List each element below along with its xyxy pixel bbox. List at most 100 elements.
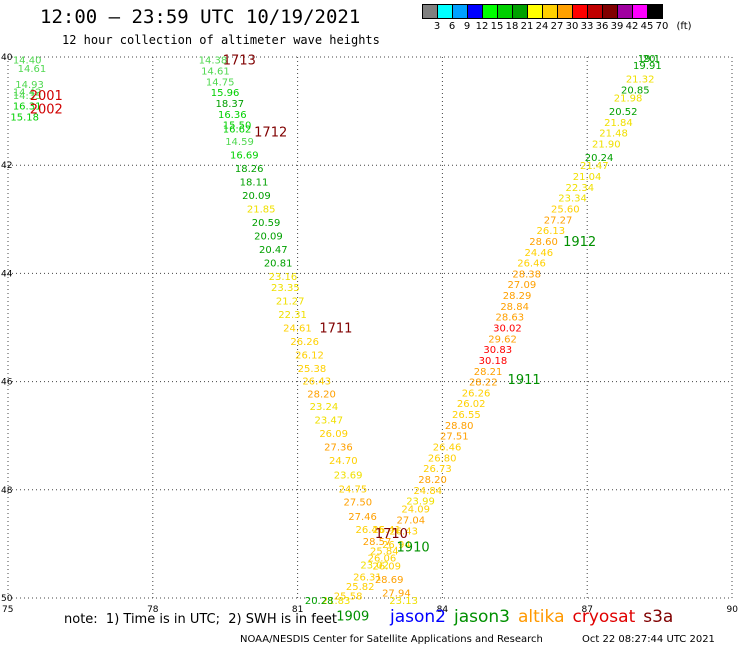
- wave-height-value: 28.22: [469, 378, 498, 389]
- wave-height-value: 26.46: [433, 443, 462, 454]
- color-scale-swatches: [422, 4, 740, 19]
- wave-height-value: 28.20: [307, 390, 336, 401]
- chart-title: 12:00 – 23:59 UTC 10/19/2021: [40, 6, 361, 28]
- wave-height-value: 26.94: [382, 540, 411, 551]
- wave-height-points: 14.4014.6114.9314.4214.3316.3115.1814.38…: [10, 54, 661, 607]
- color-swatch: [422, 4, 438, 19]
- color-scale-label: 42: [625, 21, 639, 32]
- wave-height-value: 21.90: [592, 140, 621, 151]
- wave-height-value: 26.80: [428, 453, 457, 464]
- color-scale-label: 45: [640, 21, 654, 32]
- wave-height-value: 15.50: [223, 121, 252, 132]
- wave-height-value: 28.80: [445, 421, 474, 432]
- chart-subtitle: 12 hour collection of altimeter wave hei…: [62, 33, 380, 47]
- wave-height-value: 26.43: [302, 377, 331, 388]
- wave-height-value: 30.18: [479, 356, 508, 367]
- track-id-label: 1909: [336, 609, 369, 624]
- color-swatch: [512, 4, 528, 19]
- color-scale-label: 30: [565, 21, 579, 32]
- wave-height-value: 28.60: [529, 237, 558, 248]
- track-id-label: 1713: [223, 54, 256, 69]
- wave-height-value: 26.13: [537, 226, 566, 237]
- wave-height-value: 26.09: [372, 562, 401, 573]
- wave-height-value: 26.09: [319, 429, 348, 440]
- wave-height-value: 20.47: [259, 245, 288, 256]
- color-swatch: [632, 4, 648, 19]
- wave-height-value: 23.24: [310, 402, 339, 413]
- wave-height-value: 26.43: [389, 526, 418, 537]
- wave-height-value: 14.61: [201, 67, 230, 78]
- color-swatch: [482, 4, 498, 19]
- color-swatch: [437, 4, 453, 19]
- axis-tick-labels: 75 78 81 84 87 90 40 42 44 46 48 50: [1, 53, 738, 615]
- wave-height-value: 30.83: [483, 345, 512, 356]
- wave-height-value: 20.24: [585, 153, 614, 164]
- wave-height-value: 25.38: [298, 364, 327, 375]
- wave-height-value: 26.73: [423, 464, 452, 475]
- wave-height-value: 14.42: [13, 88, 42, 99]
- track-id-label: 1710: [375, 527, 408, 542]
- wave-height-value: 14.38: [199, 56, 228, 67]
- wave-height-value: 28.57: [363, 537, 392, 548]
- color-swatch: [527, 4, 543, 19]
- wave-height-value: 28.63: [495, 313, 524, 324]
- wave-height-value: 22.31: [278, 310, 307, 321]
- color-scale-label: 9: [463, 21, 471, 32]
- color-scale-label: 6: [448, 21, 456, 32]
- wave-height-value: 20.85: [621, 85, 650, 96]
- wave-height-value: 26.55: [452, 410, 481, 421]
- wave-height-value: 23.99: [406, 497, 435, 508]
- wave-height-value: 23.34: [558, 194, 587, 205]
- wave-height-value: 23.02: [360, 560, 389, 571]
- generation-timestamp: Oct 22 08:27:44 UTC 2021: [582, 634, 715, 645]
- footnote: note: 1) Time is in UTC; 2) SWH is in fe…: [64, 612, 337, 627]
- wave-height-value: 16.69: [230, 150, 259, 161]
- color-scale-label: 33: [580, 21, 594, 32]
- color-swatch: [572, 4, 588, 19]
- wave-height-value: 27.46: [348, 512, 377, 523]
- wave-height-value: 14.61: [18, 64, 47, 75]
- wave-height-value: 26.46: [517, 259, 546, 270]
- color-scale-label: 12: [475, 21, 489, 32]
- wave-height-value: 25.84: [370, 546, 399, 557]
- color-scale-label: 15: [490, 21, 504, 32]
- wave-height-value: 26.26: [290, 337, 319, 348]
- wave-height-value: 25.58: [334, 591, 363, 602]
- color-scale-label: 3: [433, 21, 441, 32]
- wave-height-value: 15.18: [10, 113, 39, 124]
- wave-height-value: 19.1: [638, 54, 660, 65]
- wave-height-value: 20.52: [609, 107, 638, 118]
- wave-height-value: 23.16: [269, 272, 298, 283]
- color-scale-label: 70: [655, 21, 669, 32]
- x-tick-label: 75: [2, 605, 13, 615]
- color-scale-label: 39: [610, 21, 624, 32]
- wave-height-value: 22.34: [565, 183, 594, 194]
- wave-height-value: 15.96: [211, 88, 240, 99]
- track-id-label: 1910: [397, 541, 430, 556]
- track-id-label: 1711: [319, 322, 352, 337]
- wave-height-value: 28.20: [418, 475, 447, 486]
- wave-height-value: 27.27: [544, 215, 573, 226]
- track-id-label: 2001: [30, 89, 63, 104]
- wave-height-value: 20.09: [254, 232, 283, 243]
- wave-height-value: 16.62: [223, 124, 252, 135]
- y-tick-label: 44: [1, 269, 13, 279]
- y-tick-label: 48: [1, 486, 13, 496]
- wave-height-value: 26.31: [353, 572, 382, 583]
- wave-height-value: 27.36: [324, 443, 353, 454]
- wave-height-value: 20.59: [252, 218, 281, 229]
- x-tick-label: 90: [727, 605, 739, 615]
- wave-height-value: 24.84: [413, 486, 442, 497]
- wave-height-value: 30.02: [493, 324, 522, 335]
- wave-height-value: 20: [643, 54, 656, 65]
- wave-height-value: 14.33: [13, 91, 42, 102]
- wave-height-value: 16.31: [13, 102, 42, 113]
- y-tick-label: 46: [1, 378, 13, 388]
- color-scale-legend: 3 6 9 12 15 18 21 24 27 30 33 36 39 42 45 70 (ft): [422, 4, 740, 33]
- color-swatch: [452, 4, 468, 19]
- wave-height-value: 23.69: [334, 471, 363, 482]
- color-scale-label: 36: [595, 21, 609, 32]
- track-id-label: 2002: [30, 102, 63, 117]
- color-scale-label: 24: [535, 21, 549, 32]
